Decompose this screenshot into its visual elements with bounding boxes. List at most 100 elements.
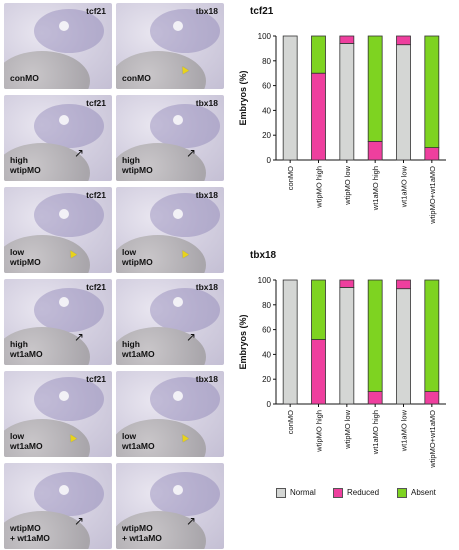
embryo-head-stain — [150, 472, 220, 516]
embryo-panel: tcf21 high wtipMO ↗ — [4, 95, 112, 181]
bar-segment-normal — [396, 288, 411, 405]
embryo-eye — [59, 485, 69, 495]
panel-condition-label: low wtipMO — [10, 247, 41, 267]
bar-segment-reduced — [424, 391, 440, 405]
embryo-eye — [173, 485, 183, 495]
embryo-eye — [59, 209, 69, 219]
black-arrow-icon: ↗ — [186, 330, 197, 344]
panel-gene-label: tbx18 — [195, 374, 218, 384]
y-tick-label: 80 — [262, 57, 271, 66]
embryo-eye — [173, 209, 183, 219]
panel-condition-label: wtipMO + wt1aMO — [122, 523, 162, 543]
panel-gene-label: tbx18 — [195, 98, 218, 108]
x-tick-label: wt1aMO high — [371, 166, 380, 211]
x-tick-label: wtipMO+wt1aMO — [428, 166, 437, 225]
panel-gene-label: tcf21 — [86, 6, 106, 16]
embryo-eye — [59, 21, 69, 31]
embryo-panel: tbx18 high wt1aMO ↗ — [116, 279, 224, 365]
bar-segment-reduced — [367, 140, 383, 161]
y-tick-label: 80 — [262, 301, 271, 310]
y-tick-label: 100 — [258, 32, 272, 41]
legend-swatch-reduced — [333, 488, 343, 498]
embryo-yolk — [4, 51, 90, 89]
legend-label-normal: Normal — [290, 488, 316, 497]
black-arrow-icon: ↗ — [74, 330, 85, 344]
legend-label-absent: Absent — [411, 488, 436, 497]
bar-segment-reduced — [311, 72, 326, 161]
embryo-panel: tbx18 conMO ▲ — [116, 3, 224, 89]
embryo-head-stain — [34, 9, 104, 53]
bar-segment-absent — [367, 35, 383, 142]
panel-gene-label: tbx18 — [195, 190, 218, 200]
legend-label-reduced: Reduced — [347, 488, 380, 497]
y-axis-label: Embryos (%) — [238, 70, 248, 125]
x-tick-label: conMO — [286, 410, 295, 434]
embryo-head-stain — [150, 104, 220, 148]
panel-condition-label: conMO — [10, 73, 39, 83]
bar-segment-reduced — [339, 35, 355, 44]
bar-segment-absent — [424, 279, 440, 392]
x-tick-label: wt1aMO low — [400, 409, 409, 452]
embryo-panel: tbx18 low wtipMO ▲ — [116, 187, 224, 273]
x-tick-label: wt1aMO high — [371, 410, 380, 455]
x-tick-label: wt1aMO low — [400, 165, 409, 208]
x-tick-label: wtipMO high — [315, 410, 324, 453]
panel-gene-label: tcf21 — [86, 98, 106, 108]
y-tick-label: 60 — [262, 326, 271, 335]
embryo-eye — [59, 297, 69, 307]
chart-tbx18-svg: tbx18 0 20 40 60 80 100 Embryos (%) conMO wtipMO … — [238, 250, 446, 469]
panel-gene-label: tcf21 — [86, 190, 106, 200]
embryo-head-stain — [34, 377, 104, 421]
bar-segment-reduced — [339, 279, 355, 288]
embryo-panel: wtipMO + wt1aMO ↗ — [116, 463, 224, 549]
embryo-panel: tcf21 low wt1aMO ▲ — [4, 371, 112, 457]
panel-gene-label: tcf21 — [86, 282, 106, 292]
bar-segment-normal — [282, 279, 298, 405]
black-arrow-icon: ↗ — [186, 146, 197, 160]
embryo-panel: tcf21 low wtipMO ▲ — [4, 187, 112, 273]
panel-condition-label: high wtipMO — [122, 155, 153, 175]
y-tick-label: 20 — [262, 375, 271, 384]
bar-segment-absent — [311, 279, 326, 340]
panel-condition-label: high wt1aMO — [10, 339, 43, 359]
y-tick-label: 0 — [267, 400, 272, 409]
bar-segment-reduced — [367, 391, 383, 405]
chart-legend: Normal Reduced Absent — [276, 487, 456, 501]
embryo-eye — [173, 391, 183, 401]
panel-condition-label: low wt1aMO — [10, 431, 43, 451]
embryo-head-stain — [34, 472, 104, 516]
x-tick-label: wtipMO low — [343, 165, 352, 205]
y-tick-label: 40 — [262, 350, 271, 359]
embryo-head-stain — [150, 193, 220, 237]
embryo-image-panels: tcf21 conMO tbx18 conMO ▲ tcf21 high wtipMO ↗ tb… — [0, 0, 228, 550]
embryo-head-stain — [34, 104, 104, 148]
black-arrow-icon: ↗ — [186, 514, 197, 528]
y-tick-label: 60 — [262, 82, 271, 91]
bar-segment-absent — [367, 279, 383, 392]
y-tick-label: 20 — [262, 131, 271, 140]
panel-gene-label: tcf21 — [86, 374, 106, 384]
bar-segment-absent — [311, 35, 326, 74]
bar-segment-reduced — [396, 279, 411, 290]
panel-condition-label: wtipMO + wt1aMO — [10, 523, 50, 543]
embryo-eye — [173, 21, 183, 31]
bar-segment-normal — [282, 35, 298, 161]
embryo-eye — [59, 391, 69, 401]
chart-title: tbx18 — [250, 250, 277, 261]
embryo-panel: tbx18 low wt1aMO ▲ — [116, 371, 224, 457]
bar-segment-reduced — [396, 35, 411, 46]
x-tick-label: wtipMO+wt1aMO — [428, 410, 437, 469]
panel-condition-label: low wtipMO — [122, 247, 153, 267]
y-tick-label: 40 — [262, 106, 271, 115]
black-arrow-icon: ↗ — [74, 514, 85, 528]
x-tick-label: wtipMO high — [315, 166, 324, 209]
embryo-yolk — [116, 51, 206, 89]
chart-tbx18: tbx18 0 20 40 60 80 100 Embryos (%) conMO wtipMO … — [236, 246, 456, 476]
bar-segment-reduced — [424, 147, 440, 161]
bar-segment-normal — [339, 287, 355, 405]
panel-condition-label: high wtipMO — [10, 155, 41, 175]
x-tick-label: conMO — [286, 166, 295, 190]
legend-swatch-absent — [397, 488, 407, 498]
y-axis-label: Embryos (%) — [238, 314, 248, 369]
panel-gene-label: tbx18 — [195, 282, 218, 292]
